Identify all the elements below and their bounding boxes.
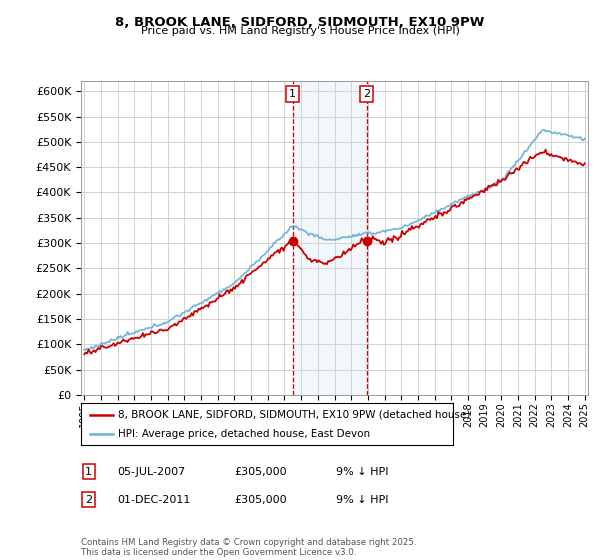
Text: £305,000: £305,000: [234, 466, 287, 477]
Text: £305,000: £305,000: [234, 494, 287, 505]
Text: 1: 1: [289, 89, 296, 99]
Text: Price paid vs. HM Land Registry's House Price Index (HPI): Price paid vs. HM Land Registry's House …: [140, 26, 460, 36]
Text: 8, BROOK LANE, SIDFORD, SIDMOUTH, EX10 9PW (detached house): 8, BROOK LANE, SIDFORD, SIDMOUTH, EX10 9…: [118, 409, 470, 419]
Text: 2: 2: [363, 89, 370, 99]
Text: 9% ↓ HPI: 9% ↓ HPI: [336, 466, 389, 477]
Text: 2: 2: [85, 494, 92, 505]
Text: Contains HM Land Registry data © Crown copyright and database right 2025.
This d: Contains HM Land Registry data © Crown c…: [81, 538, 416, 557]
Bar: [293, 81, 367, 395]
Text: 05-JUL-2007: 05-JUL-2007: [117, 466, 185, 477]
Text: 8, BROOK LANE, SIDFORD, SIDMOUTH, EX10 9PW: 8, BROOK LANE, SIDFORD, SIDMOUTH, EX10 9…: [115, 16, 485, 29]
Text: 1: 1: [85, 466, 92, 477]
Text: HPI: Average price, detached house, East Devon: HPI: Average price, detached house, East…: [118, 429, 370, 439]
Text: 01-DEC-2011: 01-DEC-2011: [117, 494, 190, 505]
Text: 9% ↓ HPI: 9% ↓ HPI: [336, 494, 389, 505]
